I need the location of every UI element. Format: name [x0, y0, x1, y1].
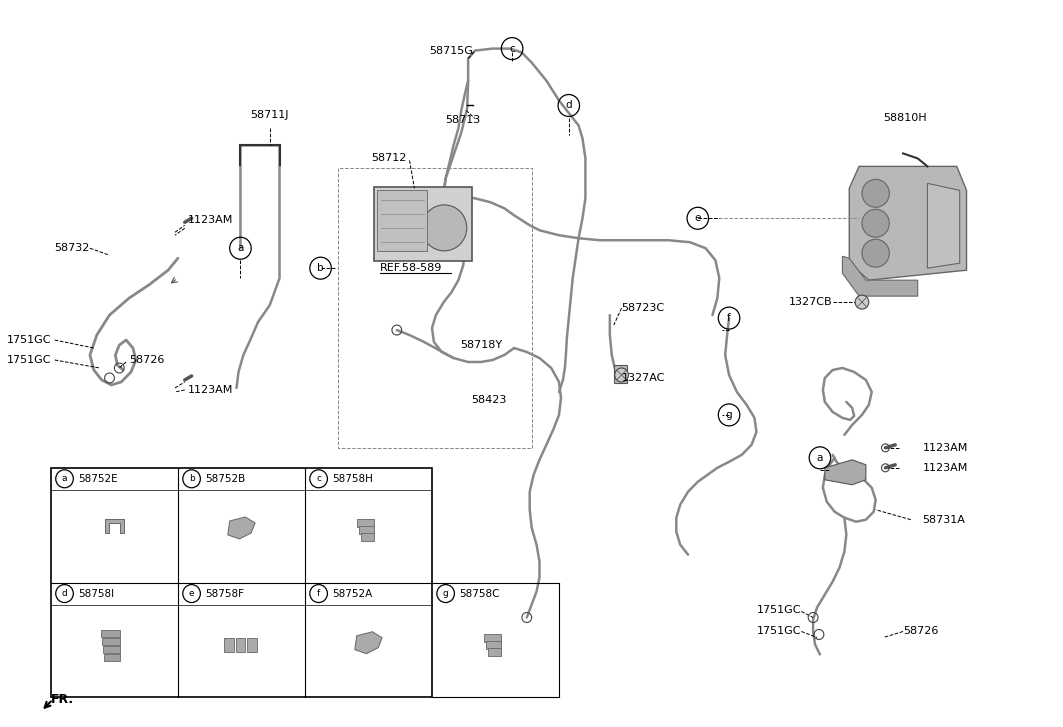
- FancyBboxPatch shape: [224, 638, 234, 651]
- Text: FR.: FR.: [51, 693, 74, 706]
- FancyBboxPatch shape: [103, 654, 120, 661]
- Text: 58712: 58712: [371, 153, 406, 164]
- Text: e: e: [189, 589, 195, 598]
- Text: 58752E: 58752E: [79, 474, 118, 483]
- FancyBboxPatch shape: [248, 638, 257, 651]
- FancyBboxPatch shape: [377, 190, 427, 252]
- Circle shape: [422, 205, 467, 251]
- Text: 1751GC: 1751GC: [6, 335, 51, 345]
- Text: 58711J: 58711J: [251, 111, 289, 121]
- Polygon shape: [849, 166, 966, 280]
- Text: d: d: [566, 100, 572, 111]
- FancyBboxPatch shape: [488, 648, 502, 656]
- Text: 58758H: 58758H: [333, 474, 373, 483]
- Text: d: d: [62, 589, 67, 598]
- Polygon shape: [842, 256, 917, 296]
- Text: 58715G: 58715G: [429, 46, 473, 55]
- Text: 58726: 58726: [902, 627, 939, 636]
- FancyBboxPatch shape: [51, 467, 432, 697]
- Text: b: b: [317, 263, 324, 273]
- FancyBboxPatch shape: [358, 526, 374, 534]
- Text: 1751GC: 1751GC: [6, 355, 51, 365]
- Text: 58752B: 58752B: [205, 474, 246, 483]
- Text: a: a: [816, 453, 823, 463]
- FancyBboxPatch shape: [486, 640, 502, 648]
- Text: 1123AM: 1123AM: [923, 443, 968, 453]
- Circle shape: [862, 209, 890, 237]
- Text: 58723C: 58723C: [622, 303, 664, 313]
- Circle shape: [862, 180, 890, 207]
- FancyBboxPatch shape: [360, 533, 374, 541]
- Text: 58713: 58713: [445, 116, 480, 126]
- Circle shape: [862, 239, 890, 268]
- Text: 58726: 58726: [129, 355, 165, 365]
- Text: c: c: [509, 44, 514, 54]
- FancyBboxPatch shape: [484, 634, 502, 642]
- Text: g: g: [726, 410, 732, 420]
- Text: 1751GC: 1751GC: [757, 627, 802, 636]
- Text: 58758C: 58758C: [459, 589, 500, 598]
- Text: 58758F: 58758F: [205, 589, 244, 598]
- Polygon shape: [355, 632, 382, 654]
- Text: 58758I: 58758I: [79, 589, 115, 598]
- Text: 1327AC: 1327AC: [622, 373, 665, 383]
- Text: 1751GC: 1751GC: [757, 605, 802, 614]
- FancyBboxPatch shape: [613, 365, 627, 383]
- Text: a: a: [62, 474, 67, 483]
- Text: 1123AM: 1123AM: [923, 463, 968, 473]
- Text: f: f: [727, 313, 731, 323]
- Text: 58718Y: 58718Y: [460, 340, 503, 350]
- Text: 1123AM: 1123AM: [188, 385, 233, 395]
- Text: 58423: 58423: [471, 395, 506, 405]
- Polygon shape: [104, 519, 124, 533]
- Text: REF.58-589: REF.58-589: [381, 263, 442, 273]
- FancyBboxPatch shape: [102, 638, 120, 645]
- Text: f: f: [317, 589, 320, 598]
- FancyBboxPatch shape: [236, 638, 246, 651]
- FancyBboxPatch shape: [103, 646, 120, 653]
- Text: 58752A: 58752A: [333, 589, 372, 598]
- Text: a: a: [237, 244, 243, 253]
- Circle shape: [855, 295, 868, 309]
- Polygon shape: [227, 517, 255, 539]
- Text: e: e: [694, 213, 701, 223]
- Text: c: c: [316, 474, 321, 483]
- Text: g: g: [443, 589, 449, 598]
- Polygon shape: [825, 459, 866, 485]
- FancyBboxPatch shape: [374, 188, 472, 261]
- Text: 58732: 58732: [54, 244, 90, 253]
- Text: 58810H: 58810H: [883, 113, 927, 124]
- Circle shape: [614, 368, 628, 382]
- Text: 1327CB: 1327CB: [789, 297, 832, 307]
- Text: 58731A: 58731A: [923, 515, 965, 525]
- Text: b: b: [189, 474, 195, 483]
- FancyBboxPatch shape: [357, 519, 374, 527]
- Polygon shape: [927, 183, 960, 268]
- Text: 1123AM: 1123AM: [188, 215, 233, 225]
- FancyBboxPatch shape: [101, 630, 120, 637]
